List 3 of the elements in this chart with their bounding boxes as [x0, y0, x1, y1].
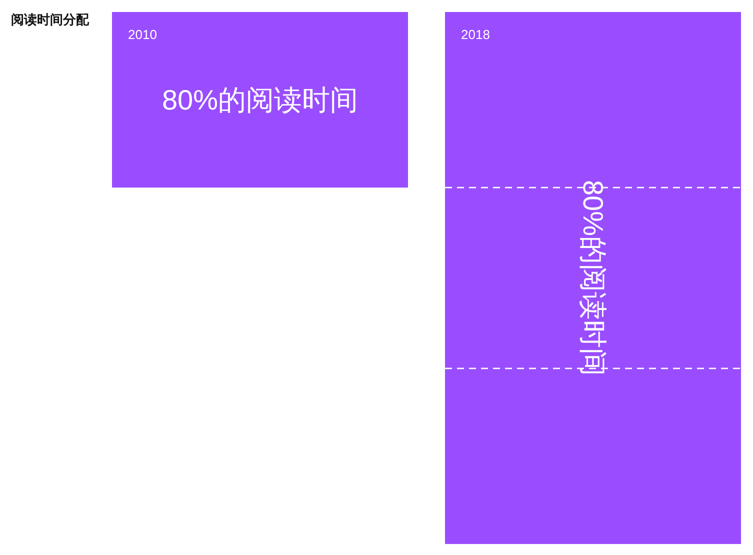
- title: 阅读时间分配: [11, 12, 89, 27]
- annotation: 80%的阅读时间: [578, 180, 608, 376]
- annotation: 80%的阅读时间: [162, 84, 358, 116]
